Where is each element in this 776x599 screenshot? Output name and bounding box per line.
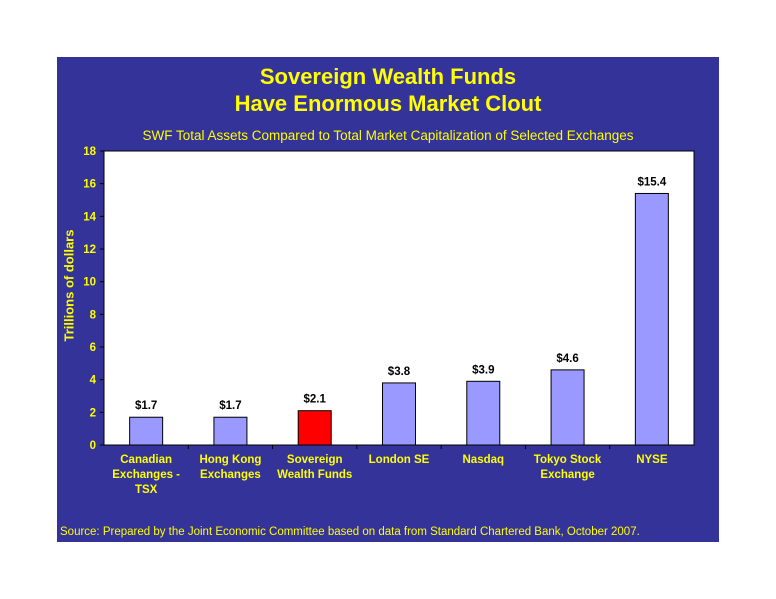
bar — [382, 382, 416, 446]
data-label: $3.9 — [472, 364, 494, 376]
data-label: $3.8 — [388, 366, 411, 378]
y-tick-label: 14 — [83, 211, 96, 223]
y-tick-label: 12 — [83, 244, 96, 256]
data-label: $1.7 — [219, 400, 241, 412]
bar-chart: 0 2 4 6 8 10 12 14 16 18 $1.7 Canadian Exchanges - TS… — [83, 146, 695, 496]
bar — [466, 380, 501, 446]
bar — [213, 416, 248, 446]
data-label: $2.1 — [304, 394, 327, 406]
y-tick-label: 2 — [90, 407, 96, 419]
x-tick-label: Exchange — [540, 469, 594, 481]
x-tick-label: Exchanges - — [112, 469, 180, 481]
x-tick-label: Exchanges — [200, 469, 261, 481]
x-tick-label: Hong Kong — [199, 454, 261, 466]
data-label: $4.6 — [556, 353, 578, 365]
x-tick-label: TSX — [135, 484, 158, 496]
x-tick-label: Nasdaq — [463, 454, 505, 466]
source-note: Source: Prepared by the Joint Economic C… — [60, 526, 640, 538]
x-tick-label: Wealth Funds — [277, 469, 352, 481]
y-tick-label: 10 — [83, 277, 96, 289]
y-tick-label: 16 — [83, 179, 96, 191]
chart-title-line-2: Have Enormous Market Clout — [234, 91, 542, 116]
bar — [297, 410, 332, 446]
y-tick-label: 8 — [90, 309, 97, 321]
y-tick-label: 0 — [90, 440, 96, 452]
data-label: $1.7 — [135, 400, 157, 412]
x-tick-label: Canadian — [120, 454, 172, 466]
x-tick-label: Sovereign — [287, 454, 343, 466]
chart-title-line-1: Sovereign Wealth Funds — [259, 64, 517, 89]
bar — [634, 192, 669, 446]
y-tick-label: 6 — [90, 342, 96, 354]
x-tick-label: London SE — [369, 454, 430, 466]
y-tick-label: 18 — [83, 146, 96, 158]
x-tick-label: Tokyo Stock — [534, 454, 602, 466]
chart-slide: Sovereign Wealth Funds Have Enormous Mar… — [57, 57, 719, 542]
bar — [550, 369, 585, 446]
bar — [129, 416, 164, 446]
data-label: $15.4 — [637, 176, 666, 188]
x-tick-label: NYSE — [636, 454, 668, 466]
chart-subtitle: SWF Total Assets Compared to Total Marke… — [142, 128, 634, 143]
y-tick-label: 4 — [90, 375, 97, 387]
